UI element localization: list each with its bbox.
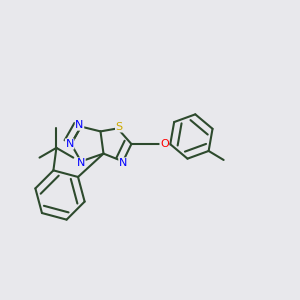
Text: N: N xyxy=(119,158,127,168)
Text: N: N xyxy=(65,139,74,149)
Text: N: N xyxy=(75,120,84,130)
Text: S: S xyxy=(116,122,123,132)
Text: O: O xyxy=(160,139,169,149)
Text: N: N xyxy=(77,158,85,168)
